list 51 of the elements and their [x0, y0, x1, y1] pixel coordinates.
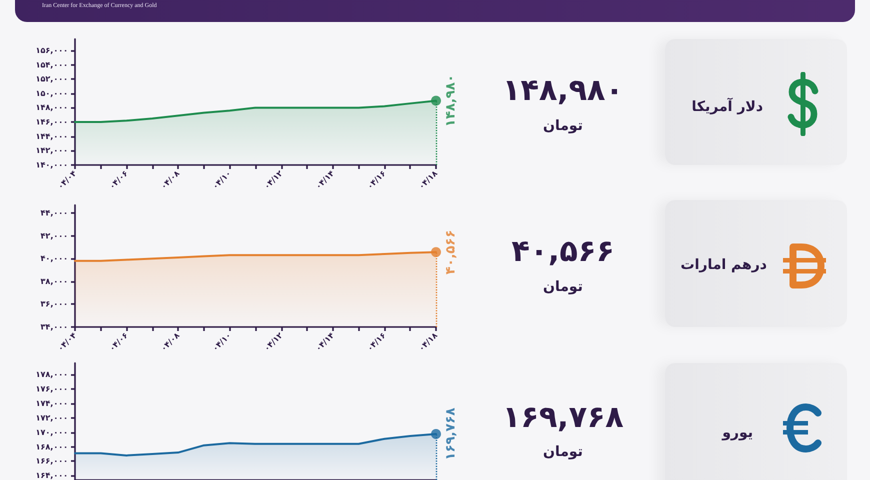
x-tick-label: ۰۴/۱۲: [262, 168, 285, 192]
x-tick-label: ۰۴/۱۰: [210, 330, 233, 354]
x-tick-label: ۰۴/۰۴: [56, 168, 78, 192]
y-tick-label: ۳۸,۰۰۰: [40, 276, 68, 286]
y-tick-label: ۱۷۰,۰۰۰: [36, 428, 68, 437]
y-tick-label: ۱۶۴,۰۰۰: [36, 471, 68, 480]
data-label: ۱۶۹,۷۶۸: [444, 408, 458, 460]
y-tick-label: ۴۴,۰۰۰: [40, 208, 68, 218]
x-tick-label: ۰۴/۱۸: [416, 168, 440, 192]
text: دلار آمریکا: [690, 98, 763, 116]
y-tick-label: ۱۷۶,۰۰۰: [36, 384, 68, 394]
x-tick-label: ۰۴/۱۶: [365, 168, 388, 192]
text: تومان: [542, 117, 584, 135]
text: یورو: [720, 424, 753, 442]
text: ۱۶۹,۷۶۸: [501, 400, 625, 436]
data-label: ۱۴۸,۹۸۰: [444, 74, 458, 127]
y-tick-label: ۱۵۰,۰۰۰: [36, 88, 68, 98]
y-tick-label: ۱۴۸,۰۰۰: [36, 103, 68, 112]
y-tick-label: ۱۶۸,۰۰۰: [36, 442, 68, 452]
text: ۴۰,۵۶۶: [510, 234, 616, 270]
y-tick-label: ۳۶,۰۰۰: [40, 300, 68, 309]
y-tick-label: ۱۴۲,۰۰۰: [36, 146, 68, 156]
x-tick-label: ۰۴/۱۶: [365, 330, 388, 354]
x-tick-label: ۰۴/۰۶: [108, 168, 130, 192]
y-tick-label: ۱۵۶,۰۰۰: [36, 46, 68, 55]
text: ۱۴۸,۹۸۰: [501, 73, 625, 109]
y-tick-label: ۱۷۴,۰۰۰: [36, 398, 68, 408]
y-tick-label: ۱۴۶,۰۰۰: [36, 118, 68, 127]
y-tick-label: ۱۷۲,۰۰۰: [36, 413, 68, 422]
y-tick-label: ۱۴۰,۰۰۰: [36, 160, 68, 170]
text: درهم امارات: [680, 256, 767, 274]
x-tick-label: ۰۴/۱۴: [314, 330, 336, 354]
data-label: ۴۰,۵۶۶: [444, 230, 458, 274]
y-tick-label: ۴۲,۰۰۰: [40, 231, 68, 240]
y-tick-label: ۱۶۶,۰۰۰: [36, 456, 68, 466]
text: تومان: [542, 278, 584, 296]
y-tick-label: ۱۷۸,۰۰۰: [36, 370, 68, 380]
x-tick-label: ۰۴/۱۴: [314, 168, 336, 192]
y-tick-label: ۱۵۴,۰۰۰: [36, 60, 68, 70]
x-tick-label: ۰۴/۰۸: [159, 168, 182, 192]
x-tick-label: ۰۴/۱۰: [210, 168, 233, 192]
y-tick-label: ۱۵۲,۰۰۰: [36, 74, 68, 84]
x-tick-label: ۰۴/۰۴: [56, 330, 78, 354]
x-tick-label: ۰۴/۱۸: [416, 330, 440, 354]
x-tick-label: ۰۴/۱۲: [262, 330, 285, 354]
y-tick-label: ۴۰,۰۰۰: [40, 254, 68, 264]
x-tick-label: ۰۴/۰۶: [108, 330, 130, 354]
y-tick-label: ۱۴۴,۰۰۰: [36, 132, 68, 141]
x-tick-label: ۰۴/۰۸: [159, 330, 182, 354]
text: تومان: [542, 443, 584, 461]
y-tick-label: ۳۴,۰۰۰: [40, 322, 68, 332]
